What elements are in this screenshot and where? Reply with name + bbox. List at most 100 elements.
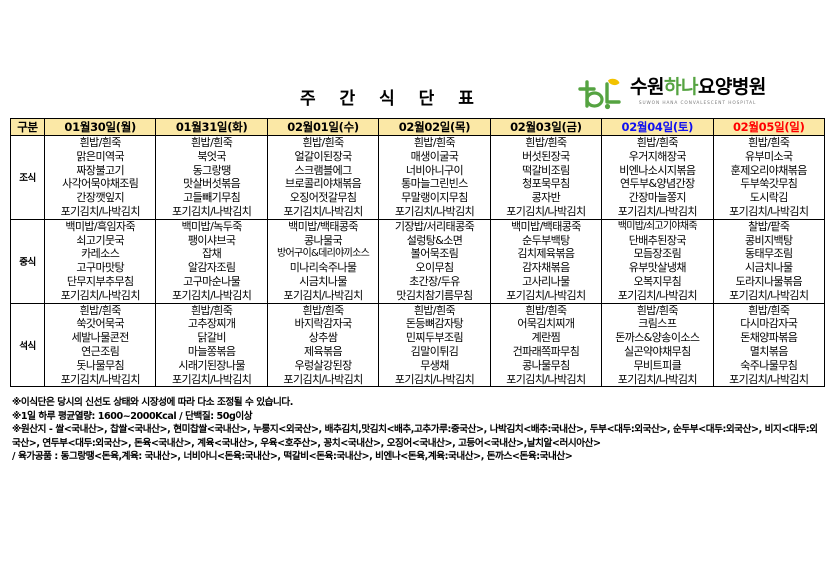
dish-item: 어묵김치찌개 (517, 317, 575, 331)
dish-item: 알감자조림 (187, 261, 236, 275)
column-header-mon: 01월30일(월) (43, 118, 157, 136)
dish-item: 닭갈비 (197, 331, 226, 345)
cell-dinner-wed: 흰밥/흰죽 바지락감자국 상추쌈 제육볶음 우렁살강된장 포기김치/나박김치 (266, 302, 380, 388)
dish-item: 크림스프 (638, 317, 677, 331)
cell-breakfast-wed: 흰밥/흰죽 얼갈이된장국 스크램블에그 브로콜리야채볶음 오징어젓갈무침 포기김치/나박김… (266, 135, 380, 220)
dish-item: 흰밥/흰죽 (302, 136, 344, 149)
dish-item: 방어구이&데리야끼소스 (277, 248, 370, 260)
table-head: 구분 01월30일(월) 01월31일(화) 02월01일(수) 02월02일(… (10, 118, 826, 136)
dish-item: 팽이샤브국 (187, 233, 236, 247)
column-header-tue: 01월31일(화) (155, 118, 268, 136)
dish-item: 동그랑땡 (192, 163, 232, 177)
column-header-sun: 02월05일(일) (712, 118, 826, 136)
dish-item: 잡채 (202, 247, 222, 261)
cell-lunch-thu: 기장밥/서리태콩죽 설렁탕&소면 볼어묵조림 오이무침 초간장/두유 맛김치참기름무침 (378, 218, 491, 304)
dish-item: 백미밥/녹두죽 (181, 219, 243, 233)
dish-item: 오복지무침 (633, 274, 682, 288)
dish-item: 포기김치/나박김치 (617, 204, 698, 218)
dish-item: 고추장찌개 (187, 317, 236, 331)
column-header-fri: 02월03일(금) (489, 118, 603, 136)
dish-item: 브로콜리야채볶음 (284, 177, 362, 191)
dish-item: 짜장불고기 (76, 163, 125, 177)
dish-item: 민찌두부조림 (405, 331, 464, 345)
dish-item: 포기김치/나박김치 (729, 372, 809, 386)
dish-item: 콩나물무침 (522, 358, 570, 372)
dish-item: 백미밥/쇠고기야채죽 (617, 220, 698, 232)
dish-item: 찰밥/팥죽 (748, 219, 790, 233)
dish-item: 돈까스&양송이소스 (615, 331, 700, 345)
footnotes: ※이식단은 당시의 신선도 상태와 시장성에 따라 다소 조정될 수 있습니다.… (12, 396, 823, 463)
dish-item: 단무지부추무침 (66, 274, 134, 288)
dish-item: 초간장/두유 (409, 274, 460, 288)
dish-item: 포기김치/나박김치 (283, 288, 363, 302)
dish-item: 흰밥/흰죽 (413, 136, 456, 149)
dish-item: 볼어묵조림 (410, 247, 459, 261)
dish-item: 백미밥/백태콩죽 (511, 219, 581, 233)
dish-item: 포기김치/나박김치 (506, 288, 586, 302)
dish-item: 오이무침 (415, 261, 454, 275)
dish-item: 포기김치/나박김치 (172, 288, 252, 302)
dish-item: 포기김치/나박김치 (60, 372, 141, 386)
dish-item: 마늘쫑볶음 (187, 344, 236, 358)
dish-item: 설렁탕&소면 (406, 233, 463, 247)
dish-item: 미나리숙주나물 (289, 261, 357, 275)
dish-item: 돗나물무침 (76, 358, 125, 372)
cell-dinner-fri: 흰밥/흰죽 어묵김치찌개 계란찜 건파래쪽파무침 콩나물무침 포기김치/나박김치 (489, 302, 603, 388)
dish-item: 우거지해장국 (628, 149, 687, 163)
dish-item: 실곤약야채무침 (624, 344, 691, 358)
dish-item: 세발나물콘전 (71, 331, 130, 345)
cell-lunch-sat: 백미밥/쇠고기야채죽 단배추된장국 모듬장조림 유부맛살냉채 오복지무침 포기김치/나박김… (601, 218, 714, 304)
dish-item: 도라지나물볶음 (735, 274, 803, 288)
dish-item: 돈등뼈감자탕 (405, 317, 464, 331)
dish-item: 무비트피클 (633, 358, 682, 372)
hospital-name: 수원하나요양병원 (630, 78, 766, 97)
dish-item: 포기김치/나박김치 (60, 204, 141, 218)
dish-item: 포기김치/나박김치 (172, 204, 252, 218)
dish-item: 쇠고기뭇국 (76, 233, 125, 247)
dish-item: 포기김치/나박김치 (172, 372, 252, 386)
dish-item: 흰밥/흰죽 (79, 303, 122, 317)
dish-item: 포기김치/나박김치 (617, 372, 698, 386)
cell-dinner-mon: 흰밥/흰죽 쑥갓어묵국 세발나물콘전 연근조림 돗나물무침 포기김치/나박김치 (43, 302, 157, 388)
dish-item: 무생채 (420, 358, 449, 372)
cell-breakfast-tue: 흰밥/흰죽 북엇국 동그랑땡 맛살버섯볶음 고들빼기무침 포기김치/나박김치 (155, 135, 268, 220)
footnote-processed-meat: / 육가공품 : 동그랑땡<돈육,계육: 국내산>, 너비아니<돈육:국내산>,… (12, 450, 573, 462)
dish-item: 간장깻잎지 (76, 191, 125, 205)
dish-item: 흰밥/흰죽 (191, 303, 233, 317)
dish-item: 통마늘그린빈스 (401, 177, 468, 191)
cell-dinner-tue: 흰밥/흰죽 고추장찌개 닭갈비 마늘쫑볶음 시래기된장나물 포기김치/나박김치 (155, 302, 268, 388)
column-header-sat: 02월04일(토) (601, 118, 714, 136)
dish-item: 흰밥/흰죽 (636, 136, 679, 149)
dish-item: 백미밥/흑임자죽 (65, 219, 136, 233)
table-row-dinner: 석식 흰밥/흰죽 쑥갓어묵국 세발나물콘전 연근조림 돗나물무침 포기김치/나박김치 흰밥… (10, 302, 826, 388)
table-header-row: 구분 01월30일(월) 01월31일(화) 02월01일(수) 02월02일(… (10, 118, 826, 136)
dish-item: 순두부백탕 (522, 233, 570, 247)
cell-dinner-sat: 흰밥/흰죽 크림스프 돈까스&양송이소스 실곤약야채무침 무비트피클 포기김치/나박김치 (601, 302, 714, 388)
dish-item: 버섯된장국 (522, 149, 570, 163)
cell-breakfast-thu: 흰밥/흰죽 매생이굴국 너비아니구이 통마늘그린빈스 무말랭이지무침 포기김치/나박김치 (378, 135, 491, 220)
dish-item: 김말이튀김 (410, 344, 459, 358)
hospital-name-accent: 하나 (663, 76, 698, 98)
dish-item: 포기김치/나박김치 (394, 372, 475, 386)
dish-item: 연두부&양념간장 (620, 177, 695, 191)
cell-breakfast-fri: 흰밥/흰죽 버섯된장국 떡갈비조림 청포묵무침 콩자반 포기김치/나박김치 (489, 135, 603, 220)
dish-item: 떡갈비조림 (522, 163, 570, 177)
dish-item: 카레소스 (81, 247, 120, 261)
dish-item: 두부쑥갓무침 (740, 177, 798, 191)
dish-item: 포기김치/나박김치 (283, 204, 363, 218)
column-header-gubun: 구분 (10, 118, 45, 136)
dish-item: 바지락감자국 (294, 317, 352, 331)
dish-item: 고들빼기무침 (183, 191, 241, 205)
dish-item: 흰밥/흰죽 (748, 136, 790, 149)
dish-item: 고구마맛탕 (76, 261, 125, 275)
table-body: 조식 흰밥/흰죽 맑은미역국 짜장불고기 사각어묵야채조림 간장깻잎지 포기김치/나박김치… (10, 135, 826, 388)
column-header-wed: 02월01일(수) (266, 118, 380, 136)
dish-item: 다시마감자국 (740, 317, 798, 331)
hospital-name-part1: 수원 (630, 76, 664, 98)
cell-breakfast-sun: 흰밥/흰죽 유부미소국 훈제오리야채볶음 두부쑥갓무침 도시락김 포기김치/나박김치 (712, 135, 826, 220)
dish-item: 흰밥/흰죽 (191, 136, 233, 149)
dish-item: 흰밥/흰죽 (302, 303, 344, 317)
hospital-subtitle: SUWON HANA CONVALESCENT HOSPITAL (639, 99, 757, 106)
dish-item: 흰밥/흰죽 (525, 303, 567, 317)
dish-item: 고구마순나물 (183, 274, 241, 288)
